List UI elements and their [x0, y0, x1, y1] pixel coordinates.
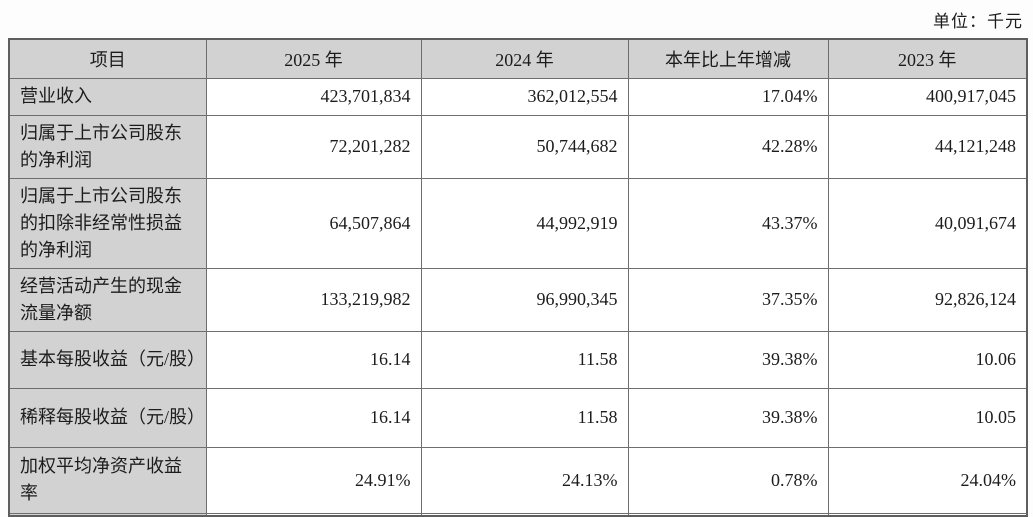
- column-header-2025: 2025 年: [205, 38, 422, 79]
- table-cell: [827, 512, 1028, 517]
- table-cell: 133,219,982: [205, 267, 422, 332]
- row-label: 归属于上市公司股东的净利润: [8, 114, 207, 179]
- table-cell: 40,091,674: [827, 177, 1028, 269]
- table-cell: 44,121,248: [827, 114, 1028, 179]
- table-row: 加权平均净资产收益率 24.91% 24.13% 0.78% 24.04%: [8, 446, 1028, 514]
- table-cell: 362,012,554: [420, 77, 629, 116]
- table-cell: 44,992,919: [420, 177, 629, 269]
- cutoff-row: [8, 512, 1028, 517]
- table-cell: 72,201,282: [205, 114, 422, 179]
- table-row: 归属于上市公司股东的净利润 72,201,282 50,744,682 42.2…: [8, 114, 1028, 179]
- row-label: [8, 512, 207, 517]
- table-cell: 24.91%: [205, 446, 422, 514]
- table-cell: 42.28%: [627, 114, 829, 179]
- table-cell: 16.14: [205, 330, 422, 389]
- column-header-2024: 2024 年: [420, 38, 629, 79]
- table-row: 基本每股收益（元/股） 16.14 11.58 39.38% 10.06: [8, 330, 1028, 389]
- table-cell: 0.78%: [627, 446, 829, 514]
- table-cell: 10.06: [827, 330, 1028, 389]
- table-cell: [205, 512, 422, 517]
- table-cell: 43.37%: [627, 177, 829, 269]
- table-cell: 39.38%: [627, 330, 829, 389]
- table-cell: 50,744,682: [420, 114, 629, 179]
- column-header-yoy-change: 本年比上年增减: [627, 38, 829, 79]
- table-header-row: 项目 2025 年 2024 年 本年比上年增减 2023 年: [8, 38, 1028, 79]
- table-cell: 11.58: [420, 387, 629, 448]
- row-label: 经营活动产生的现金流量净额: [8, 267, 207, 332]
- table-cell: 64,507,864: [205, 177, 422, 269]
- table-cell: 400,917,045: [827, 77, 1028, 116]
- table-row: 稀释每股收益（元/股） 16.14 11.58 39.38% 10.05: [8, 387, 1028, 448]
- table-cell: 37.35%: [627, 267, 829, 332]
- table-cell: 10.05: [827, 387, 1028, 448]
- table-row: 归属于上市公司股东的扣除非经常性损益的净利润 64,507,864 44,992…: [8, 177, 1028, 269]
- column-header-2023: 2023 年: [827, 38, 1028, 79]
- table-row: 营业收入 423,701,834 362,012,554 17.04% 400,…: [8, 77, 1028, 116]
- row-label: 营业收入: [8, 77, 207, 116]
- table-cell: 17.04%: [627, 77, 829, 116]
- table-cell: 11.58: [420, 330, 629, 389]
- table-cell: 96,990,345: [420, 267, 629, 332]
- table-cell: 24.04%: [827, 446, 1028, 514]
- unit-label: 单位：千元: [933, 12, 1023, 31]
- table-cell: 39.38%: [627, 387, 829, 448]
- table-cell: 24.13%: [420, 446, 629, 514]
- row-label: 加权平均净资产收益率: [8, 446, 207, 514]
- table-cell: 16.14: [205, 387, 422, 448]
- table-cell: [420, 512, 629, 517]
- table-cell: 92,826,124: [827, 267, 1028, 332]
- table-cell: 423,701,834: [205, 77, 422, 116]
- table-row: 经营活动产生的现金流量净额 133,219,982 96,990,345 37.…: [8, 267, 1028, 332]
- row-label: 归属于上市公司股东的扣除非经常性损益的净利润: [8, 177, 207, 269]
- row-label: 稀释每股收益（元/股）: [8, 387, 207, 448]
- column-header-item: 项目: [8, 38, 207, 79]
- table-cell: [627, 512, 829, 517]
- row-label: 基本每股收益（元/股）: [8, 330, 207, 389]
- financial-summary-table: 项目 2025 年 2024 年 本年比上年增减 2023 年 营业收入 423…: [8, 38, 1028, 517]
